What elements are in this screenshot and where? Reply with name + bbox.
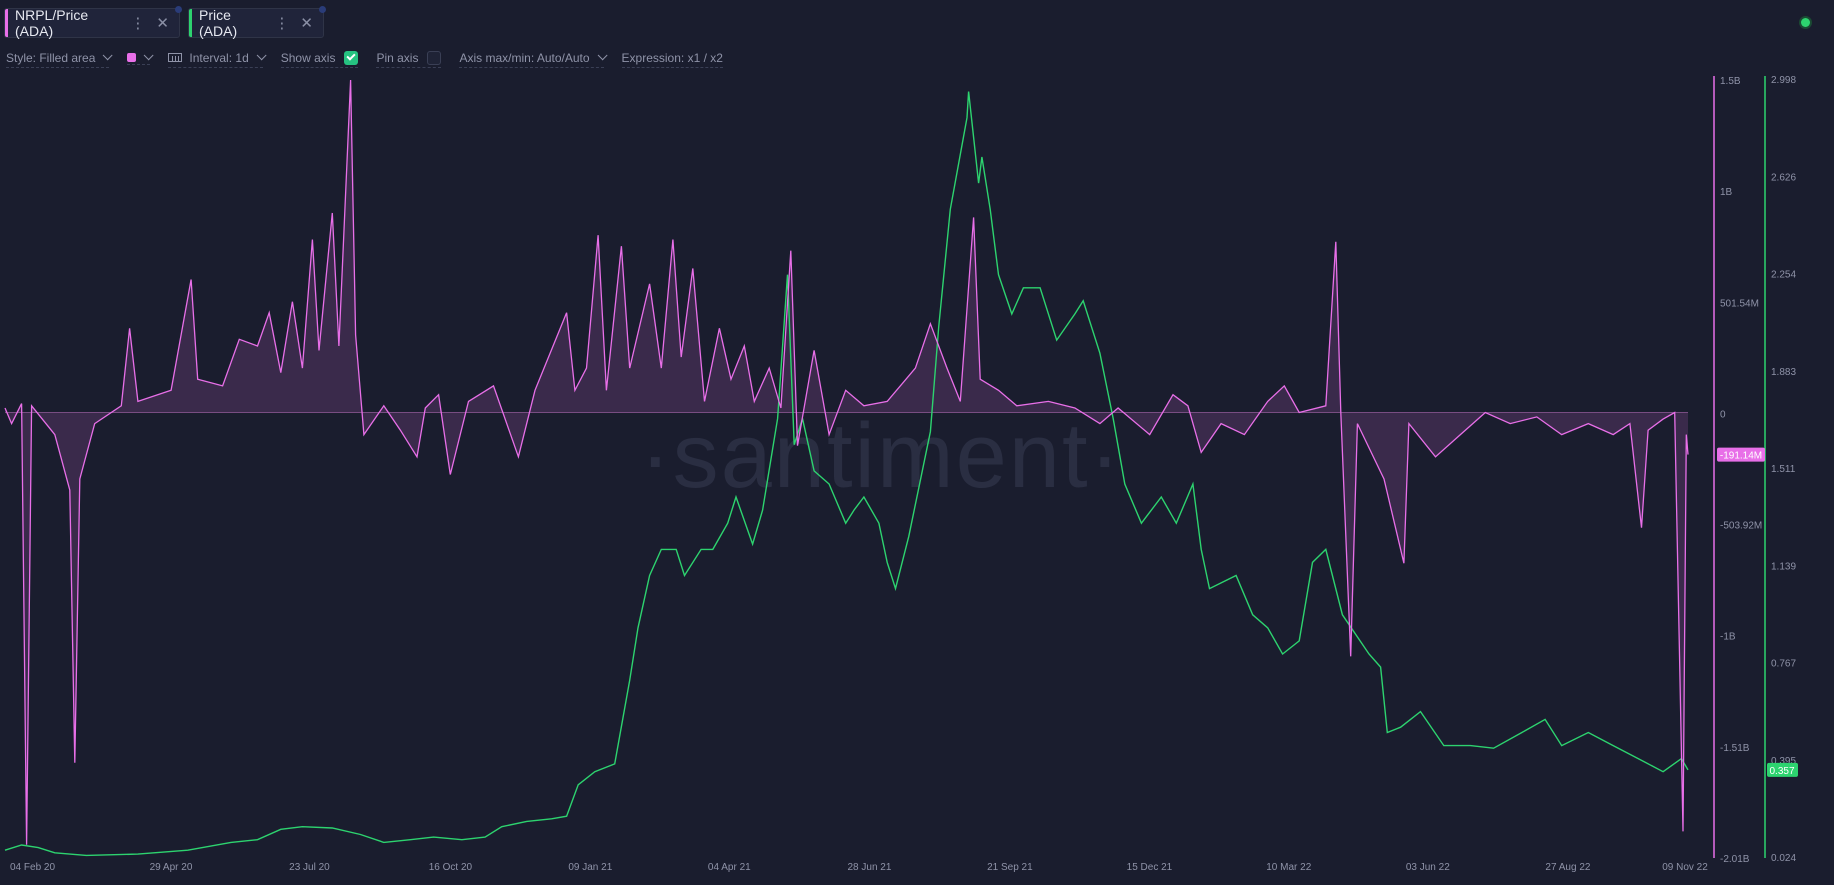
price-last-value-badge (1767, 762, 1798, 777)
style-select[interactable]: Style: Filled area (6, 50, 113, 68)
x-tick-label: 09 Jan 21 (568, 862, 612, 873)
interval-select[interactable]: Interval: 1d (168, 50, 267, 68)
nrpl-tick-label: -1B (1720, 632, 1736, 643)
more-options-icon[interactable]: ⋮ (274, 15, 289, 32)
metric-tabs: NRPL/Price (ADA) ⋮ ✕ Price (ADA) ⋮ ✕ (4, 6, 326, 40)
price-tick-label: 1.139 (1771, 561, 1796, 572)
color-swatch (127, 53, 137, 62)
axis-maxmin-select[interactable]: Axis max/min: Auto/Auto (459, 50, 608, 68)
nrpl-tick-label: -1.51B (1720, 743, 1750, 754)
x-tick-label: 27 Aug 22 (1545, 862, 1590, 873)
price-tick-label: 0.024 (1771, 853, 1796, 864)
nrpl-tick-label: 0 (1720, 409, 1726, 420)
chart-toolbar: Style: Filled area Interval: 1d Show axi… (6, 49, 741, 69)
x-tick-label: 10 Mar 22 (1266, 862, 1311, 873)
chevron-down-icon (256, 50, 267, 61)
nrpl-last-value-badge (1717, 447, 1765, 462)
price-series-line (4, 91, 1689, 857)
nrpl-tick-label: 501.54M (1720, 298, 1759, 309)
tab-color-bar (5, 9, 8, 37)
tab-nrpl-price[interactable]: NRPL/Price (ADA) ⋮ ✕ (4, 6, 182, 39)
show-axis-toggle[interactable]: Show axis (280, 50, 359, 68)
x-tick-label: 09 Nov 22 (1662, 862, 1708, 873)
tab-color-bar (189, 9, 192, 37)
price-tick-label: 0.395 (1771, 756, 1796, 767)
pin-axis-checkbox[interactable] (427, 50, 442, 65)
tab-badge-icon (175, 6, 182, 13)
x-tick-label: 21 Sep 21 (987, 862, 1033, 873)
nrpl-last-value-label: -191.14M (1720, 451, 1762, 462)
pin-axis-toggle[interactable]: Pin axis (376, 50, 442, 68)
x-tick-label: 23 Jul 20 (289, 862, 330, 873)
x-tick-label: 16 Oct 20 (429, 862, 473, 873)
interval-icon (168, 53, 183, 62)
price-tick-label: 2.626 (1771, 172, 1796, 183)
pin-axis-label: Pin axis (376, 50, 419, 65)
interval-label: Interval: 1d (189, 50, 249, 65)
price-tick-label: 2.998 (1771, 75, 1796, 86)
axis-maxmin-label: Axis max/min: Auto/Auto (459, 50, 590, 65)
nrpl-tick-label: -2.01B (1720, 854, 1750, 865)
show-axis-label: Show axis (280, 50, 336, 65)
expression-label: Expression: x1 / x2 (621, 50, 723, 65)
x-tick-label: 03 Jun 22 (1406, 862, 1450, 873)
nrpl-tick-label: -503.92M (1720, 521, 1762, 532)
close-icon[interactable]: ✕ (300, 15, 313, 32)
style-label: Style: Filled area (6, 50, 96, 65)
x-tick-label: 29 Apr 20 (150, 862, 193, 873)
tab-label: NRPL/Price (ADA) (15, 7, 89, 39)
tab-price[interactable]: Price (ADA) ⋮ ✕ (188, 6, 326, 39)
chevron-down-icon (103, 50, 113, 61)
nrpl-series-line (4, 79, 1689, 845)
chevron-down-icon (144, 50, 154, 61)
x-tick-label: 04 Apr 21 (708, 862, 751, 873)
tab-label: Price (ADA) (199, 7, 238, 39)
nrpl-tick-label: 1B (1720, 187, 1733, 198)
price-last-value-label: 0.357 (1769, 766, 1794, 777)
x-tick-label: 04 Feb 20 (10, 862, 55, 873)
more-options-icon[interactable]: ⋮ (130, 15, 145, 32)
x-tick-label: 28 Jun 21 (848, 862, 892, 873)
nrpl-area (5, 80, 1688, 845)
nrpl-tick-label: 1.5B (1720, 76, 1741, 87)
price-tick-label: 0.767 (1771, 659, 1796, 670)
chevron-down-icon (597, 50, 608, 61)
x-tick-label: 15 Dec 21 (1127, 862, 1173, 873)
price-tick-label: 2.254 (1771, 270, 1796, 281)
price-tick-label: 1.883 (1771, 367, 1796, 378)
tab-badge-icon (319, 6, 326, 13)
watermark: ·santiment· (640, 405, 1122, 507)
expression-field[interactable]: Expression: x1 / x2 (621, 50, 723, 68)
show-axis-checkbox[interactable] (344, 50, 359, 65)
live-status-icon (1801, 18, 1810, 27)
close-icon[interactable]: ✕ (156, 15, 169, 32)
color-picker[interactable] (127, 50, 154, 65)
price-tick-label: 1.511 (1771, 464, 1796, 475)
